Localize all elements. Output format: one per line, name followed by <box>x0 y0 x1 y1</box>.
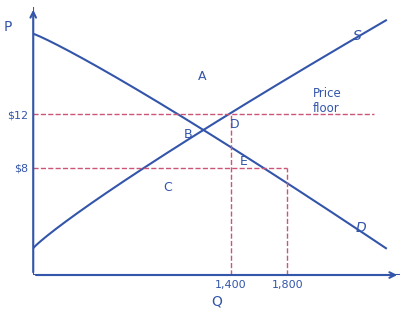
Y-axis label: P: P <box>3 20 12 34</box>
Text: Price
floor: Price floor <box>313 87 341 115</box>
Text: D: D <box>230 118 240 131</box>
Text: S: S <box>353 29 362 43</box>
Text: A: A <box>198 70 207 83</box>
Text: E: E <box>239 155 247 168</box>
Text: B: B <box>184 128 193 141</box>
Text: C: C <box>163 181 172 194</box>
Text: D: D <box>355 221 366 235</box>
X-axis label: Q: Q <box>211 294 222 308</box>
